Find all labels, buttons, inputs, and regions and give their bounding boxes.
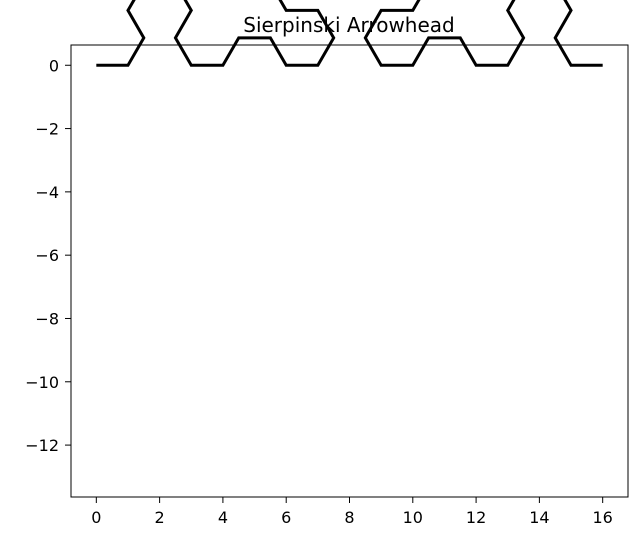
chart-title: Sierpinski Arrowhead xyxy=(243,13,454,37)
x-tick-label: 14 xyxy=(529,508,549,527)
y-tick-label: 0 xyxy=(49,56,59,75)
x-tick-label: 2 xyxy=(155,508,165,527)
x-tick-label: 4 xyxy=(218,508,228,527)
y-tick-label: −10 xyxy=(25,373,59,392)
x-tick-label: 6 xyxy=(281,508,291,527)
y-tick-label: −8 xyxy=(35,309,59,328)
x-tick-label: 12 xyxy=(466,508,486,527)
x-tick-label: 16 xyxy=(593,508,613,527)
y-axis: 0 −2 −4 −6 −8 −10 −12 xyxy=(25,56,71,455)
series-layer xyxy=(96,0,603,67)
arrowhead-curve-line xyxy=(96,0,603,67)
y-tick-label: −4 xyxy=(35,183,59,202)
x-tick-label: 8 xyxy=(344,508,354,527)
y-tick-label: −12 xyxy=(25,436,59,455)
y-tick-label: −6 xyxy=(35,246,59,265)
x-tick-label: 0 xyxy=(91,508,101,527)
x-tick-label: 10 xyxy=(403,508,423,527)
x-axis: 0 2 4 6 8 10 12 14 16 xyxy=(91,497,613,527)
y-tick-label: −2 xyxy=(35,120,59,139)
